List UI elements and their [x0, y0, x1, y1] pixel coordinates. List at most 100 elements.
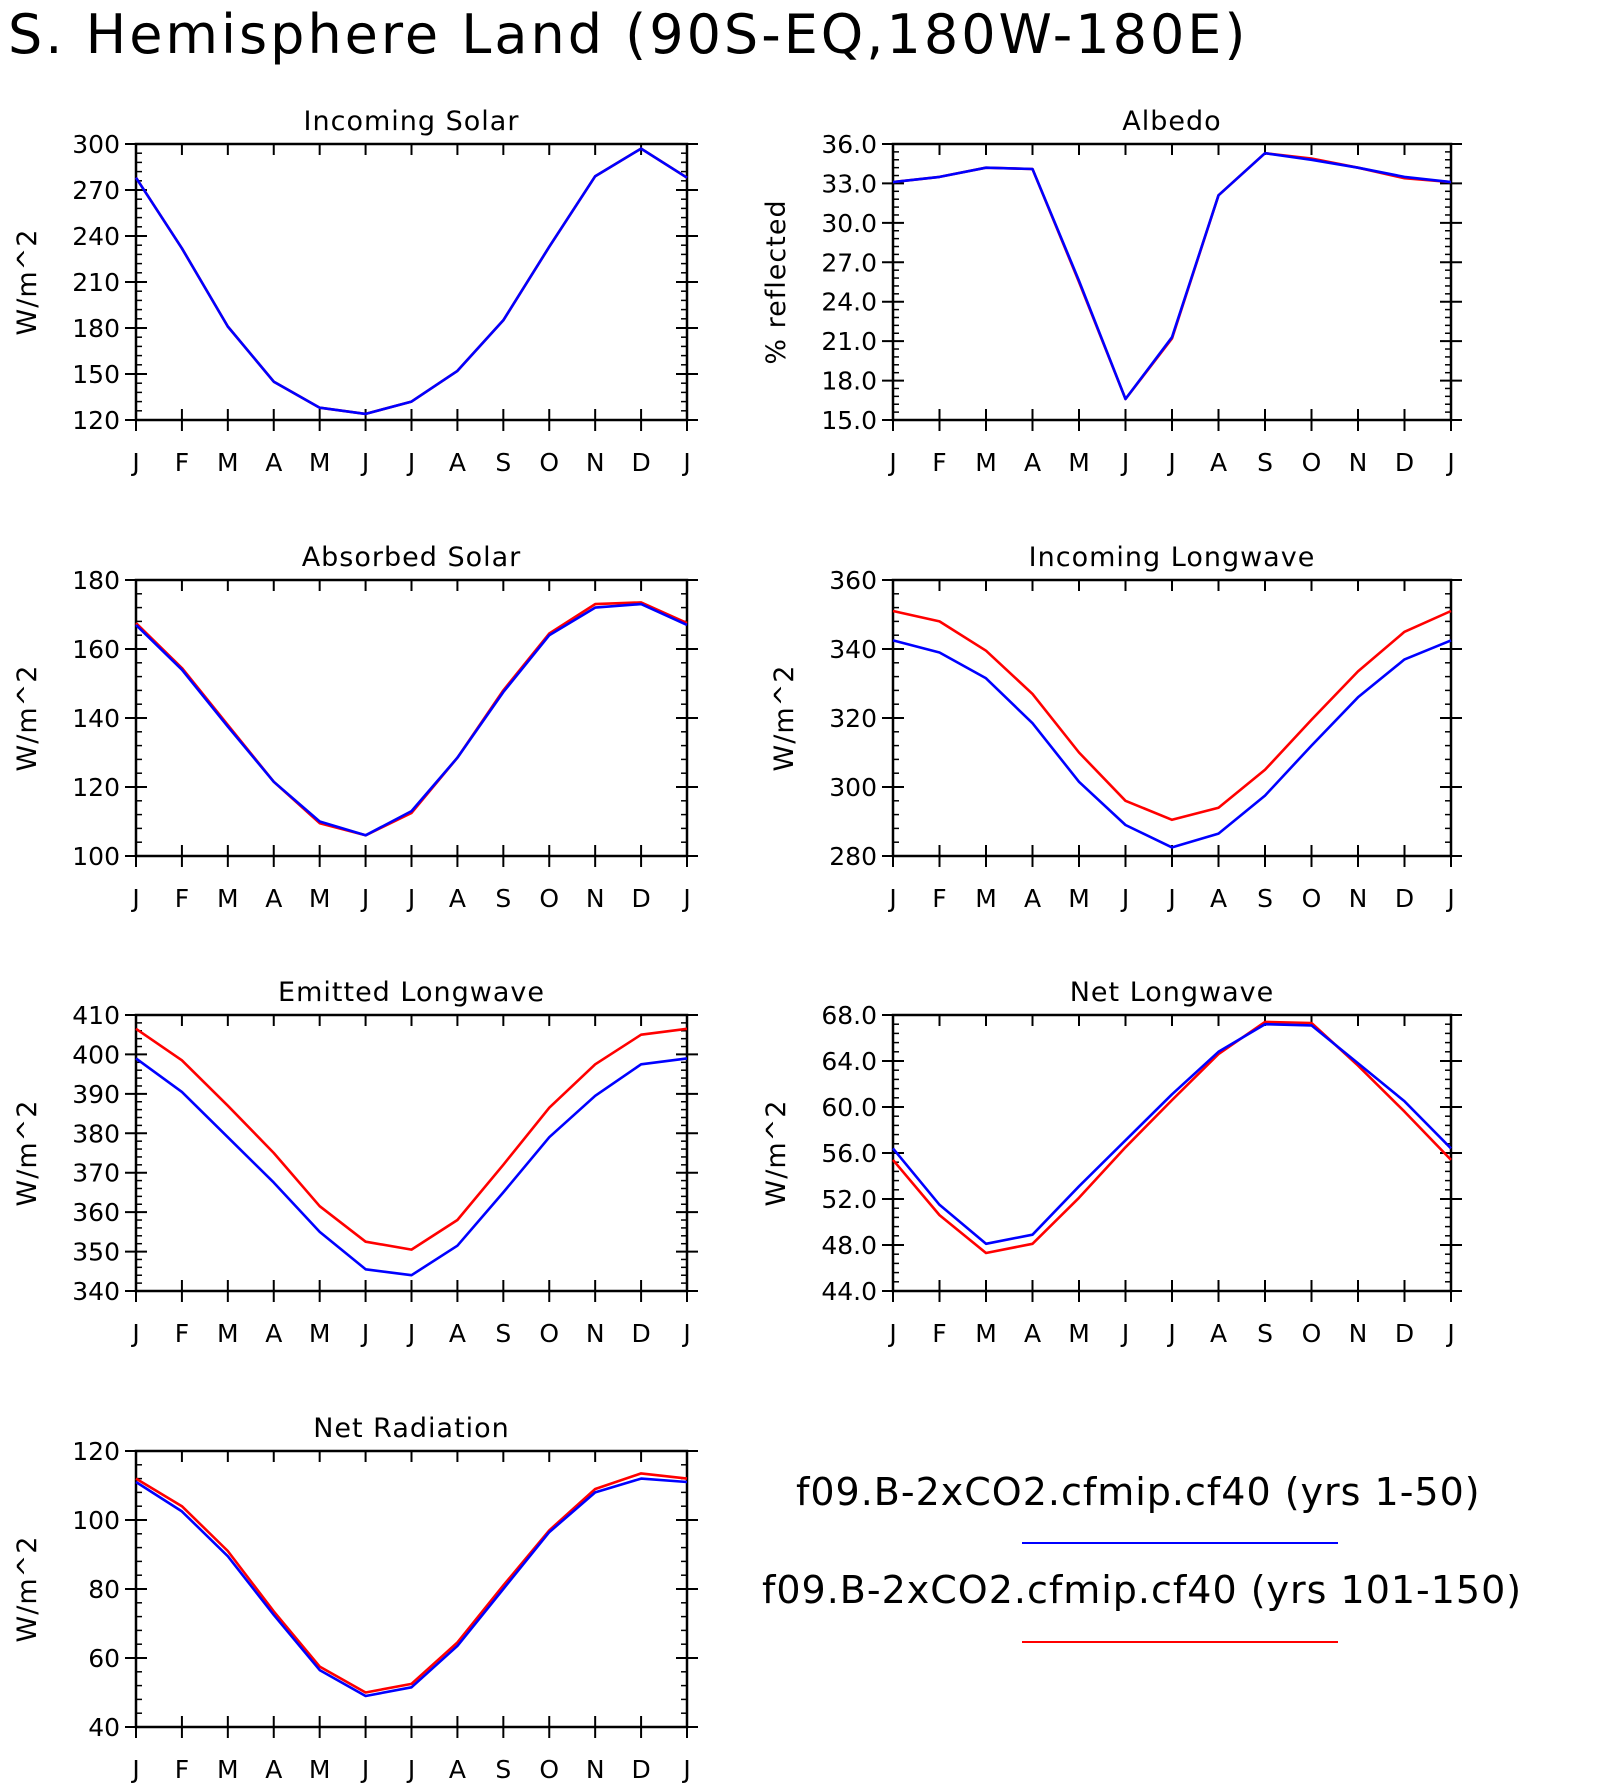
- y-tick-label: 64.0: [821, 1047, 877, 1076]
- y-tick-label: 150: [72, 360, 120, 389]
- y-tick-label: 60.0: [821, 1093, 877, 1122]
- x-tick-label: J: [681, 1755, 690, 1783]
- x-tick-label: A: [265, 448, 282, 477]
- chart-title: Incoming Solar: [304, 106, 520, 137]
- x-tick-label: A: [1210, 1319, 1227, 1348]
- chart-title: Absorbed Solar: [302, 542, 522, 573]
- y-tick-label: 33.0: [821, 169, 877, 198]
- y-tick-label: 30.0: [821, 209, 877, 238]
- y-tick-label: 80: [88, 1575, 120, 1604]
- y-tick-label: 400: [72, 1040, 120, 1069]
- y-tick-label: 18.0: [821, 367, 877, 396]
- x-tick-label: S: [495, 448, 511, 477]
- y-tick-label: 180: [72, 566, 120, 595]
- x-tick-label: A: [449, 448, 466, 477]
- legend-line-series-1: [1022, 1542, 1338, 1544]
- y-tick-label: 380: [72, 1119, 120, 1148]
- x-tick-label: D: [1395, 448, 1414, 477]
- x-tick-label: M: [1068, 884, 1090, 913]
- series-line-yrs-101-150: [892, 1020, 1452, 1255]
- x-tick-label: A: [1024, 1319, 1041, 1348]
- x-tick-label: J: [1445, 1319, 1454, 1348]
- series-line-yrs-1-50: [892, 639, 1452, 849]
- x-tick-label: M: [217, 1319, 239, 1348]
- plot-frame: [134, 578, 689, 858]
- x-tick-label: J: [887, 884, 896, 913]
- series-line-yrs-1-50: [135, 602, 688, 837]
- series-line-yrs-1-50: [891, 1022, 1452, 1246]
- x-tick-label: N: [586, 1755, 605, 1783]
- x-tick-label: A: [265, 1319, 282, 1348]
- x-tick-label: J: [406, 448, 415, 477]
- legend-label-series-2: f09.B-2xCO2.cfmip.cf40 (yrs 101-150): [762, 1568, 1523, 1612]
- y-tick-label: 240: [72, 222, 120, 251]
- y-tick-label: 44.0: [821, 1277, 877, 1306]
- y-tick-label: 100: [72, 842, 120, 871]
- x-tick-label: A: [1210, 884, 1227, 913]
- x-tick-label: A: [1024, 884, 1041, 913]
- x-tick-label: J: [1445, 884, 1454, 913]
- y-tick-label: 120: [72, 406, 120, 435]
- x-tick-label: N: [1349, 448, 1368, 477]
- x-tick-label: D: [631, 884, 650, 913]
- y-axis-label: W/m^2: [12, 229, 43, 336]
- x-tick-label: D: [631, 1755, 650, 1783]
- y-tick-label: 360: [829, 566, 877, 595]
- x-tick-label: J: [887, 1319, 896, 1348]
- x-tick-label: N: [586, 884, 605, 913]
- x-tick-label: J: [1166, 448, 1175, 477]
- x-tick-label: D: [631, 1319, 650, 1348]
- x-tick-label: M: [309, 1319, 331, 1348]
- x-tick-label: A: [449, 1755, 466, 1783]
- page-title: S. Hemisphere Land (90S-EQ,180W-180E): [8, 3, 1249, 66]
- x-tick-label: M: [217, 448, 239, 477]
- y-tick-label: 160: [72, 635, 120, 664]
- series-line-yrs-101-150: [892, 151, 1452, 401]
- y-tick-label: 410: [72, 1001, 120, 1030]
- chart-title: Albedo: [1122, 106, 1221, 137]
- chart-title: Net Radiation: [313, 1413, 510, 1444]
- x-tick-label: N: [1349, 884, 1368, 913]
- x-tick-label: J: [360, 448, 369, 477]
- x-tick-label: J: [406, 1755, 415, 1783]
- x-tick-label: A: [449, 1319, 466, 1348]
- series-line-yrs-101-150: [135, 1472, 688, 1694]
- legend-label-series-1: f09.B-2xCO2.cfmip.cf40 (yrs 1-50): [796, 1470, 1481, 1514]
- x-tick-label: D: [631, 448, 650, 477]
- x-tick-label: J: [130, 448, 139, 477]
- x-tick-label: J: [360, 1319, 369, 1348]
- x-tick-label: O: [539, 448, 559, 477]
- y-tick-label: 270: [72, 176, 120, 205]
- y-axis-label: % reflected: [761, 199, 792, 364]
- x-tick-label: J: [406, 884, 415, 913]
- x-tick-label: O: [1302, 884, 1322, 913]
- y-tick-label: 24.0: [821, 288, 877, 317]
- y-tick-label: 370: [72, 1159, 120, 1188]
- x-tick-label: M: [975, 884, 997, 913]
- y-tick-label: 52.0: [821, 1185, 877, 1214]
- x-tick-label: A: [1024, 448, 1041, 477]
- x-tick-label: J: [1445, 448, 1454, 477]
- x-tick-label: M: [975, 1319, 997, 1348]
- x-tick-label: F: [175, 448, 189, 477]
- x-tick-label: N: [586, 1319, 605, 1348]
- x-tick-label: A: [449, 884, 466, 913]
- y-tick-label: 140: [72, 704, 120, 733]
- x-tick-label: J: [1120, 884, 1129, 913]
- chart-title: Net Longwave: [1070, 977, 1275, 1008]
- x-tick-label: D: [1395, 1319, 1414, 1348]
- x-tick-label: A: [1210, 448, 1227, 477]
- x-tick-label: J: [360, 1755, 369, 1783]
- series-line-yrs-1-50: [135, 1477, 688, 1698]
- y-tick-label: 340: [72, 1277, 120, 1306]
- y-tick-label: 180: [72, 314, 120, 343]
- x-tick-label: M: [309, 1755, 331, 1783]
- x-tick-label: J: [1120, 448, 1129, 477]
- chart-title: Emitted Longwave: [278, 977, 545, 1008]
